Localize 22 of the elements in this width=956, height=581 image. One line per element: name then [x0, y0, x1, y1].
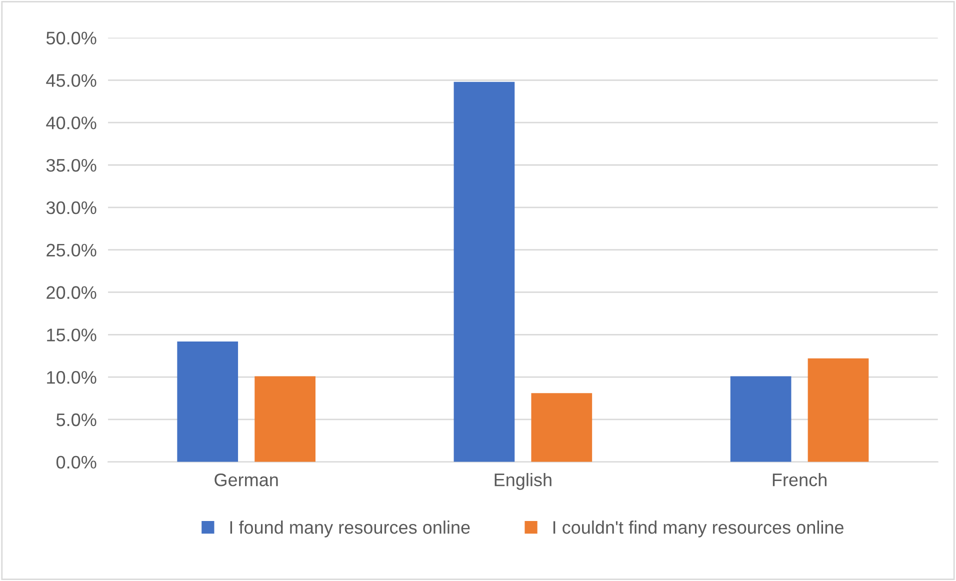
- bar: [454, 82, 515, 462]
- y-tick-label: 0.0%: [56, 456, 96, 469]
- y-tick-label: 40.0%: [46, 116, 96, 130]
- bar: [531, 393, 592, 462]
- y-tick-label: 30.0%: [46, 201, 96, 214]
- bar: [177, 341, 238, 462]
- y-tick-label: 50.0%: [46, 32, 96, 44]
- y-tick-label: 5.0%: [56, 413, 96, 426]
- bar: [808, 358, 869, 462]
- y-tick-label: 35.0%: [46, 158, 96, 172]
- x-tick-label: French: [772, 473, 826, 486]
- x-tick-label: English: [494, 473, 552, 490]
- legend-label: I found many resources online: [230, 520, 470, 538]
- y-tick-label: 25.0%: [46, 244, 96, 257]
- bar: [254, 376, 316, 462]
- legend-label: I couldn't find many resources online: [553, 520, 844, 538]
- y-tick-label: 10.0%: [47, 371, 96, 384]
- y-tick-label: 20.0%: [46, 286, 96, 299]
- bar: [730, 376, 792, 462]
- y-tick-label: 45.0%: [46, 74, 96, 87]
- x-tick-label: German: [214, 473, 278, 486]
- y-tick-label: 15.0%: [47, 328, 96, 342]
